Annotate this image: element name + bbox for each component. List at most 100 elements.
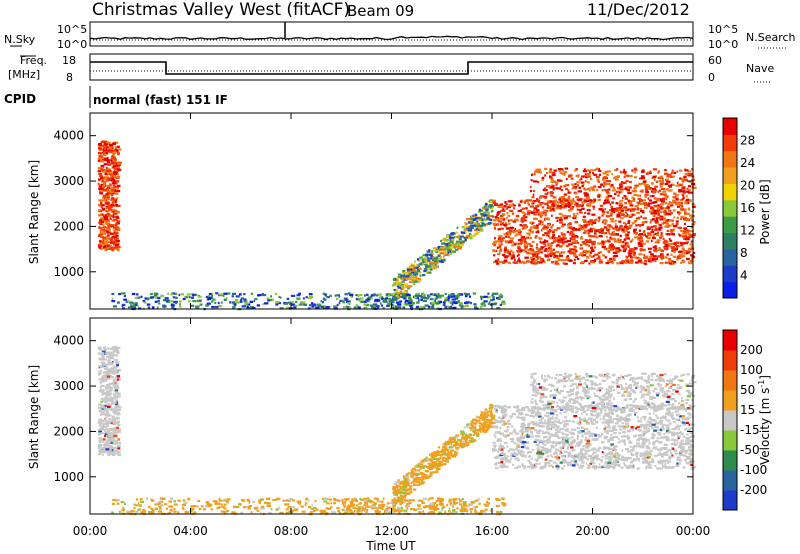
echo-cell: [276, 497, 281, 500]
echo-cell: [506, 212, 509, 215]
echo-cell: [689, 260, 692, 263]
echo-cell: [561, 233, 565, 236]
echo-cell: [660, 233, 663, 236]
echo-cell: [559, 221, 563, 224]
echo-cell: [248, 501, 251, 504]
echo-cell: [422, 292, 425, 295]
echo-cell: [98, 448, 101, 451]
echo-cell: [232, 292, 236, 295]
echo-cell: [564, 202, 568, 205]
echo-cell: [664, 202, 668, 205]
echo-cell: [628, 181, 632, 184]
echo-cell: [437, 446, 441, 449]
echo-cell: [557, 187, 562, 190]
echo-cell: [109, 432, 112, 435]
echo-cell: [452, 250, 457, 253]
echo-cell: [97, 182, 100, 185]
echo-cell: [113, 451, 117, 455]
echo-cell: [174, 302, 178, 305]
echo-cell: [542, 234, 545, 237]
echo-cell: [116, 498, 120, 502]
echo-cell: [494, 218, 499, 221]
echo-cell: [378, 504, 382, 507]
echo-cell: [556, 219, 559, 222]
echo-cell: [414, 260, 416, 263]
echo-cell: [432, 463, 435, 466]
echo-cell: [638, 257, 642, 261]
echo-cell: [262, 303, 265, 306]
echo-cell: [406, 488, 409, 491]
echo-cell: [449, 306, 453, 309]
echo-cell: [605, 191, 609, 194]
echo-cell: [691, 226, 694, 229]
echo-cell: [675, 220, 679, 223]
echo-cell: [97, 243, 102, 247]
echo-cell: [420, 298, 423, 301]
echo-cell: [330, 506, 333, 509]
echo-cell: [505, 232, 508, 235]
echo-cell: [627, 220, 631, 223]
echo-cell: [116, 390, 119, 393]
echo-cell: [105, 193, 109, 196]
echo-cell: [546, 259, 549, 262]
echo-cell: [495, 202, 498, 205]
echo-cell: [527, 201, 529, 205]
echo-cell: [659, 215, 664, 218]
echo-cell: [586, 256, 590, 259]
echo-cell: [117, 148, 122, 151]
echo-cell: [112, 240, 116, 243]
echo-cell: [479, 224, 484, 227]
echo-cell: [99, 221, 103, 224]
echo-cell: [333, 305, 338, 308]
echo-cell: [113, 354, 118, 357]
echo-cell: [659, 210, 662, 214]
echo-cell: [529, 256, 534, 259]
echo-cell: [449, 239, 454, 243]
echo-cell: [474, 215, 478, 218]
echo-cell: [448, 498, 452, 501]
echo-cell: [503, 259, 508, 262]
echo-cell: [285, 306, 290, 309]
echo-cell: [438, 260, 443, 263]
echo-cell: [482, 304, 486, 307]
echo-cell: [211, 300, 214, 303]
echo-cell: [342, 306, 347, 309]
echo-cell: [99, 386, 102, 389]
echo-cell: [670, 212, 673, 215]
echo-cell: [581, 225, 584, 229]
echo-cell: [403, 509, 408, 512]
echo-cell: [609, 236, 612, 239]
echo-cell: [285, 511, 289, 514]
echo-cell: [110, 198, 113, 201]
echo-cell: [112, 157, 116, 160]
echo-cell: [644, 195, 647, 198]
echo-cell: [220, 510, 224, 513]
echo-cell: [168, 500, 173, 503]
echo-cell: [667, 173, 672, 176]
echo-cell: [543, 174, 547, 177]
echo-cell: [501, 302, 506, 305]
echo-cell: [474, 499, 479, 502]
echo-cell: [358, 293, 363, 297]
echo-cell: [650, 253, 654, 256]
echo-cell: [641, 189, 645, 192]
echo-cell: [598, 228, 602, 231]
echo-cell: [423, 465, 427, 468]
echo-cell: [677, 202, 682, 205]
echo-cell: [421, 500, 424, 503]
echo-cell: [100, 156, 105, 159]
echo-cell: [102, 246, 107, 249]
echo-cell: [105, 411, 109, 414]
echo-cell: [490, 207, 494, 210]
echo-cell: [100, 160, 105, 163]
echo-cell: [565, 184, 570, 187]
echo-cell: [435, 500, 438, 503]
echo-cell: [435, 295, 440, 298]
echo-cell: [391, 305, 395, 308]
echo-cell: [616, 215, 621, 218]
echo-cell: [583, 220, 587, 223]
echo-cell: [142, 300, 146, 303]
echo-cell: [634, 176, 638, 179]
echo-cell: [115, 223, 118, 226]
echo-cell: [535, 252, 540, 255]
